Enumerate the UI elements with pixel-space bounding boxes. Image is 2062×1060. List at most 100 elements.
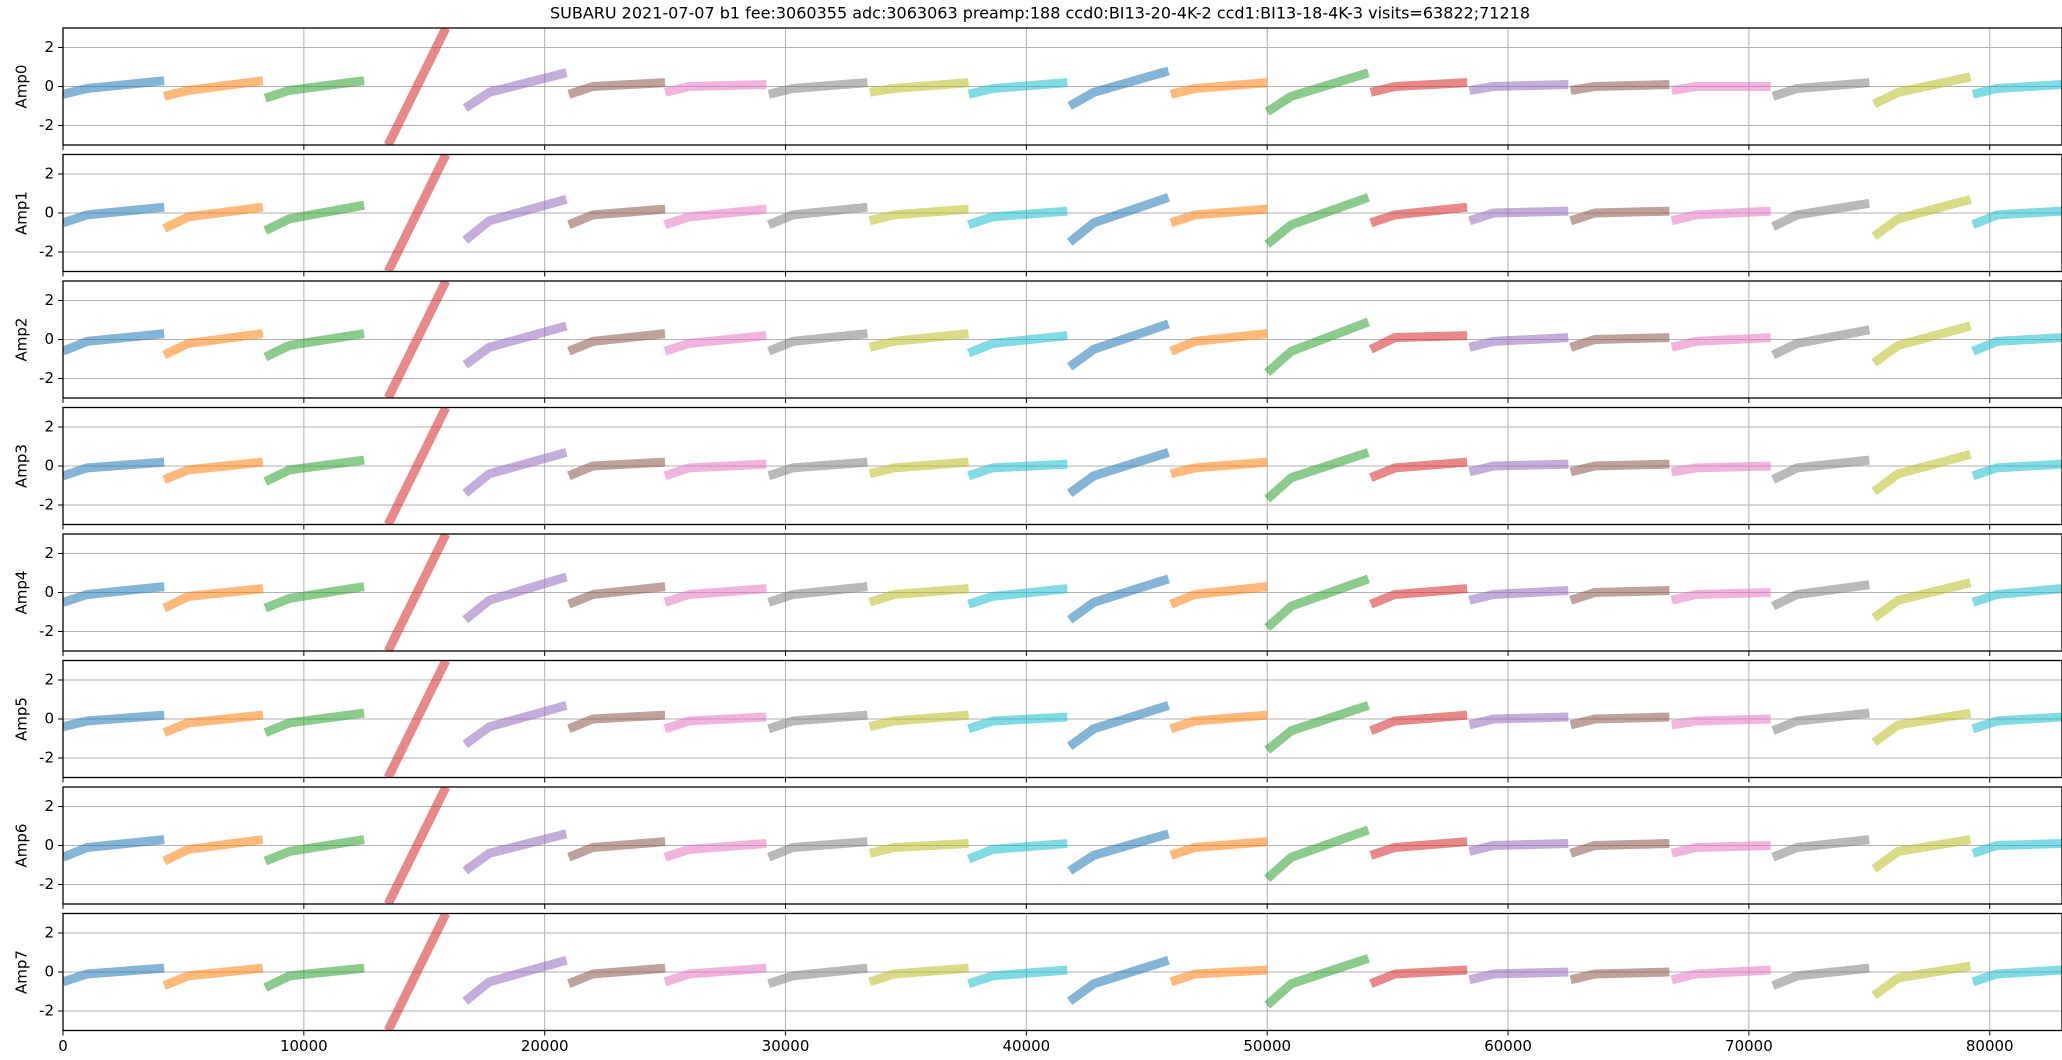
data-line xyxy=(1971,712,2062,734)
data-line xyxy=(1569,80,1670,95)
panel: -2 0 2 Amp6 xyxy=(13,786,2062,909)
data-line xyxy=(663,712,767,734)
data-line xyxy=(1264,317,1370,376)
data-line xyxy=(1468,206,1569,226)
data-line xyxy=(1670,841,1771,858)
data-line xyxy=(967,584,1068,609)
data-line xyxy=(567,837,666,862)
data-line xyxy=(567,710,666,733)
y-tick-label: 2 xyxy=(44,544,54,562)
data-line xyxy=(162,835,264,866)
data-line xyxy=(1468,333,1569,352)
data-line xyxy=(1971,206,2062,229)
data-line xyxy=(663,204,767,229)
series-group xyxy=(63,28,2062,145)
data-line xyxy=(63,202,165,228)
data-line xyxy=(868,329,970,352)
data-line xyxy=(1671,461,1771,477)
data-line xyxy=(767,329,868,356)
data-line xyxy=(1872,72,1972,109)
y-axis-label: Amp2 xyxy=(13,318,31,362)
data-line xyxy=(462,321,568,369)
data-line xyxy=(1871,835,1972,873)
y-axis-label: Amp0 xyxy=(13,65,31,109)
x-tick-label: 0 xyxy=(58,1037,68,1055)
panel: -2 0 2 Amp0 xyxy=(13,27,2062,150)
data-line xyxy=(384,281,450,398)
data-line xyxy=(1771,963,1870,990)
panel: -2 0 2 Amp4 xyxy=(13,533,2062,656)
data-line xyxy=(1468,586,1569,605)
panel: -2 0 2 Amp2 xyxy=(13,280,2062,403)
data-line xyxy=(462,955,568,1005)
data-line xyxy=(1369,965,1468,988)
data-line xyxy=(263,329,365,362)
y-tick-label: 2 xyxy=(44,418,54,436)
data-line xyxy=(1871,578,1972,622)
data-line xyxy=(63,710,165,732)
data-line xyxy=(1670,965,1771,985)
data-line xyxy=(1871,449,1972,496)
data-line xyxy=(1771,580,1870,611)
data-line xyxy=(1771,708,1870,735)
data-line xyxy=(767,78,868,99)
data-line xyxy=(868,963,969,987)
y-tick-label: -2 xyxy=(39,496,54,514)
data-line xyxy=(1468,967,1569,985)
data-line xyxy=(1067,956,1170,1005)
data-line xyxy=(967,965,1068,988)
x-tick-label: 10000 xyxy=(280,1037,328,1055)
x-tick-label: 30000 xyxy=(762,1037,810,1055)
y-axis-label: Amp5 xyxy=(13,697,31,741)
data-line xyxy=(162,584,264,613)
data-line xyxy=(384,407,450,525)
data-line xyxy=(1169,837,1268,860)
data-line xyxy=(1971,965,2062,987)
data-line xyxy=(1264,68,1370,116)
data-line xyxy=(1971,584,2062,607)
panel-frame xyxy=(62,533,2062,652)
data-line xyxy=(1369,78,1468,97)
data-line xyxy=(1169,582,1268,609)
data-line xyxy=(1066,193,1170,246)
data-line xyxy=(1369,202,1468,228)
data-line xyxy=(162,202,264,233)
data-line xyxy=(567,329,666,356)
data-line xyxy=(384,787,450,904)
data-line xyxy=(868,839,969,858)
data-line xyxy=(1771,455,1870,484)
data-line xyxy=(966,839,1068,864)
data-line xyxy=(1468,712,1569,730)
series-group xyxy=(63,660,2062,778)
y-tick-label: 2 xyxy=(44,924,54,942)
y-tick-label: 2 xyxy=(44,671,54,689)
data-line xyxy=(263,76,365,103)
data-line xyxy=(462,68,568,112)
data-line xyxy=(163,76,264,101)
data-line xyxy=(263,582,365,613)
data-line xyxy=(1670,333,1771,352)
data-line xyxy=(1871,708,1972,747)
x-tick-label: 40000 xyxy=(1003,1037,1051,1055)
data-line xyxy=(868,457,969,479)
data-line xyxy=(1264,574,1370,631)
data-line xyxy=(663,459,767,481)
data-line xyxy=(162,457,264,484)
data-line xyxy=(1671,714,1771,730)
y-tick-label: -2 xyxy=(39,875,54,893)
data-line xyxy=(1264,448,1370,503)
data-line xyxy=(263,963,365,992)
data-line xyxy=(567,582,666,609)
data-line xyxy=(1569,967,1670,985)
data-line xyxy=(63,835,165,862)
data-line xyxy=(1971,839,2062,858)
data-line xyxy=(263,200,365,235)
data-line xyxy=(663,584,767,607)
panel: -2 0 2 Amp1 xyxy=(13,153,2062,277)
data-line xyxy=(162,710,264,737)
data-line xyxy=(63,582,165,607)
data-line xyxy=(567,204,666,229)
data-line xyxy=(1369,457,1468,482)
data-line xyxy=(1569,839,1670,858)
